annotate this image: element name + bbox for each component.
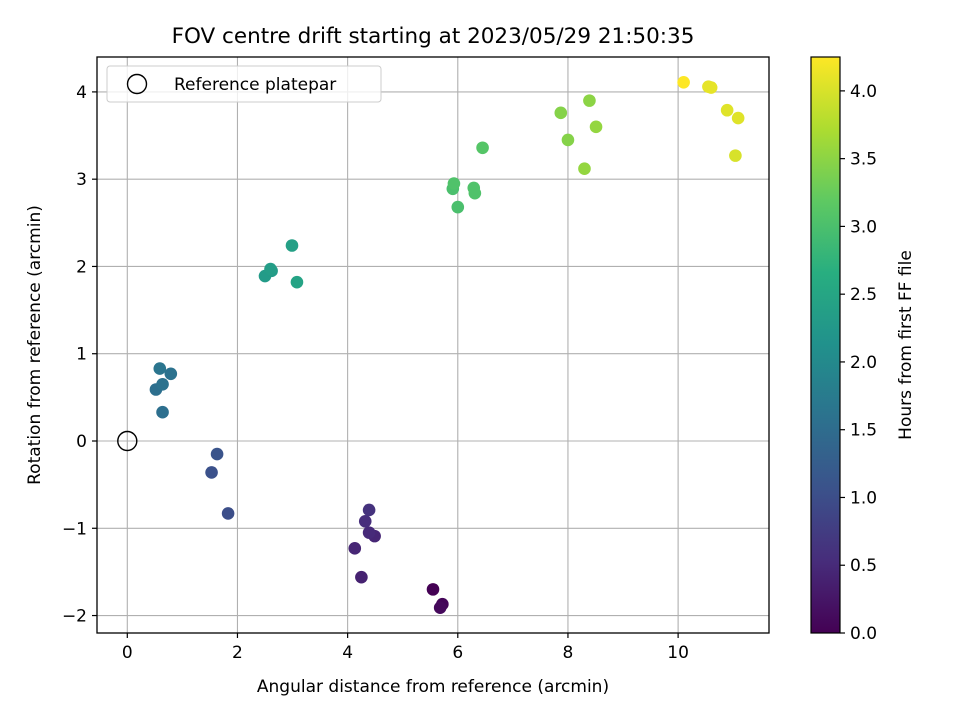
data-point [589,120,603,134]
data-point [554,106,568,120]
legend-box [106,65,382,103]
x-tick-label: 10 [667,643,689,663]
data-point [729,149,742,162]
y-axis-label: Rotation from reference (arcmin) [25,205,45,485]
data-point [285,239,299,252]
data-point [468,186,482,200]
colorbar-tick-label: 3.0 [850,217,877,237]
x-tick-label: 6 [452,643,463,663]
colorbar-tick-label: 4.0 [850,82,877,102]
legend-label-reference: Reference platepar [174,75,336,95]
data-point [447,177,461,190]
data-point [156,405,169,419]
y-tick-label: 4 [76,83,87,103]
chart-title: FOV centre drift starting at 2023/05/29 … [172,24,695,49]
data-point [153,362,167,375]
y-tick-label: 2 [76,257,87,277]
x-tick-label: 0 [122,643,133,663]
colorbar-tick-label: 3.5 [850,150,877,170]
data-point [164,367,178,381]
data-point [677,76,690,89]
data-point [210,447,224,461]
colorbar-tick-label: 0.5 [850,556,877,576]
data-point [720,103,734,117]
y-axis-ticks: −2 −1 0 1 2 3 4 [62,83,97,627]
colorbar-label: Hours from first FF file [896,250,916,440]
reference-marker-layer [117,430,138,452]
y-tick-label: −2 [62,607,87,627]
x-axis-ticks: 0 2 4 6 8 10 [122,633,689,663]
grid-lines [97,57,769,633]
data-point [731,111,745,125]
colorbar-tick-label: 0.0 [850,624,877,644]
colorbar: 0.0 0.5 1.0 1.5 2.0 2.5 3.0 3.5 4.0 Hours from f… [810,56,916,644]
colorbar-gradient [810,56,841,634]
data-point [156,377,169,391]
data-point [290,275,304,289]
data-point [348,542,362,555]
data-point [704,81,718,94]
data-points [149,76,745,614]
colorbar-tick-label: 2.0 [850,353,877,373]
y-tick-label: 1 [76,345,87,365]
data-point [578,162,591,176]
legend-marker-reference [126,73,148,95]
y-tick-label: 3 [76,170,87,190]
data-point [583,94,596,107]
plot-frame [96,56,770,634]
data-point [451,200,465,214]
y-tick-label: 0 [76,432,87,452]
x-axis-label: Angular distance from reference (arcmin) [257,677,609,697]
data-point [426,583,440,596]
data-point [362,526,376,539]
legend: Reference platepar [106,65,382,103]
x-tick-label: 2 [232,643,243,663]
data-point [358,514,372,528]
data-point [433,601,447,614]
data-point [264,262,277,276]
colorbar-tick-label: 1.0 [850,488,877,508]
x-tick-label: 8 [563,643,574,663]
colorbar-tick-label: 1.5 [850,421,877,441]
data-point [476,141,489,155]
data-point [362,503,376,517]
data-point [355,570,368,584]
colorbar-tick-label: 2.5 [850,285,877,305]
data-point [561,133,575,147]
y-tick-label: −1 [62,519,87,539]
data-point [205,466,218,479]
reference-platepar-marker [117,430,138,452]
x-tick-label: 4 [342,643,353,663]
data-point [221,507,235,520]
colorbar-ticks: 0.0 0.5 1.0 1.5 2.0 2.5 3.0 3.5 4.0 [840,82,877,644]
